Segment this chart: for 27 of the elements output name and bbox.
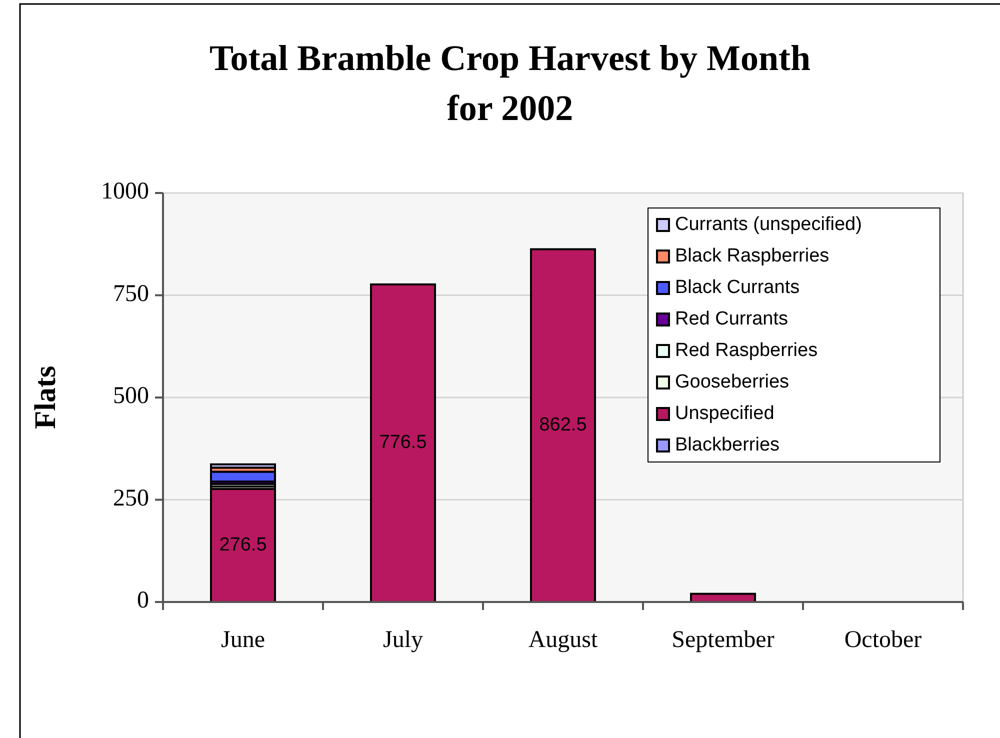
x-tick-label: July [382, 627, 424, 653]
bar [210, 488, 276, 603]
legend-label: Red Raspberries [675, 340, 818, 362]
legend-label: Unspecified [675, 403, 774, 424]
legend-label: Gooseberries [675, 372, 790, 393]
data-label: 776.5 [379, 432, 427, 454]
x-tick-label: August [528, 627, 598, 653]
bar [210, 463, 276, 469]
bar [370, 283, 436, 603]
legend-label: Black Raspberries [675, 246, 830, 267]
legend-label: Blackberries [675, 434, 780, 456]
data-label: 276.5 [219, 534, 267, 556]
y-tick-label: 250 [113, 485, 149, 512]
chart-title: Total Bramble Crop Harvest by Month for 2002 [209, 38, 811, 128]
x-tick-label: June [221, 627, 265, 653]
y-tick-label: 750 [113, 280, 149, 307]
bar [530, 248, 596, 603]
y-axis-title: Flats [29, 366, 62, 430]
x-tick-label: September [672, 627, 774, 653]
x-tick-label: October [844, 627, 922, 653]
legend-label: Currants (unspecified) [675, 214, 862, 236]
y-tick-label: 1000 [101, 178, 149, 205]
legend-label: Black Currants [675, 277, 800, 298]
y-tick-label: 500 [113, 383, 149, 410]
data-label: 862.5 [539, 414, 587, 436]
y-tick-label: 0 [137, 588, 149, 614]
legend-label: Red Currants [675, 308, 788, 330]
